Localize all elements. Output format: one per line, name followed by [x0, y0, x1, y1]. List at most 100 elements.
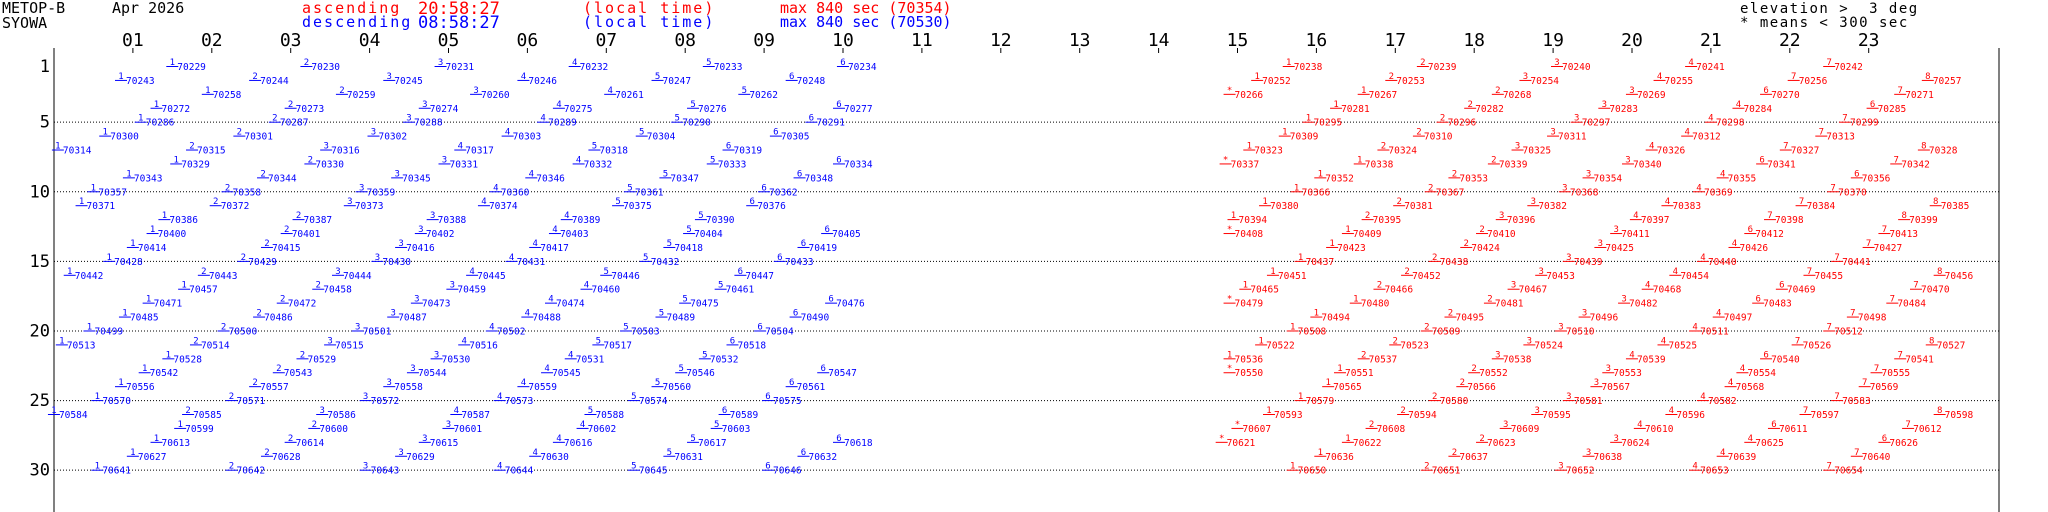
- pass-number: 6: [761, 183, 766, 193]
- orbit-number: 70572: [371, 396, 400, 407]
- orbit-number: 70513: [67, 340, 96, 351]
- pass-number: 1: [130, 448, 135, 458]
- pass-number: 3: [1499, 211, 1504, 221]
- orbit-number: 70617: [698, 438, 727, 449]
- descending-pass-mark: 3 70615: [418, 434, 458, 449]
- pass-number: 1: [1314, 309, 1319, 319]
- descending-pass-mark: 3 70501: [351, 322, 392, 337]
- ascending-pass-mark: 2 70310: [1412, 128, 1453, 143]
- pass-number: 4: [489, 322, 494, 332]
- pass-number: 5: [655, 378, 660, 388]
- ascending-pass-mark: 7 70313: [1815, 128, 1855, 143]
- orbit-number: 70242: [1834, 62, 1863, 73]
- pass-number: 4: [1716, 309, 1721, 319]
- orbit-number: 70389: [572, 215, 601, 226]
- ascending-pass-mark: * 70337: [1219, 155, 1259, 170]
- descending-pass-mark: 3 70402: [414, 225, 454, 240]
- pass-number: 3: [1621, 295, 1626, 305]
- pass-number: 4: [1684, 128, 1689, 138]
- pass-number: 3: [1566, 392, 1571, 402]
- pass-number: 5: [710, 155, 715, 165]
- orbit-number: 70309: [1290, 132, 1319, 143]
- descending-pass-mark: 5 70446: [600, 267, 640, 282]
- ascending-pass-mark: 2 70594: [1397, 406, 1437, 421]
- orbit-number: 70532: [710, 354, 739, 365]
- pass-number: 6: [1870, 100, 1875, 110]
- pass-number: 1: [138, 114, 143, 124]
- orbit-number: 70331: [450, 159, 479, 170]
- ascending-pass-mark: 4 70397: [1629, 211, 1669, 226]
- orbit-number: 70584: [59, 410, 88, 421]
- orbit-number: 70411: [1621, 229, 1650, 240]
- descending-pass-mark: 4 70587: [450, 406, 490, 421]
- orbit-number: 70596: [1676, 410, 1705, 421]
- pass-number: 6: [1763, 86, 1768, 96]
- pass-number: 4: [1720, 169, 1725, 179]
- orbit-number: 70342: [1901, 159, 1930, 170]
- orbit-number: 70641: [102, 466, 131, 477]
- ascending-pass-mark: 1 70380: [1259, 197, 1299, 212]
- orbit-number: 70357: [98, 187, 127, 198]
- pass-number: 2: [280, 295, 285, 305]
- pass-number: 1: [126, 169, 131, 179]
- orbit-number: 70313: [1826, 132, 1855, 143]
- ascending-pass-mark: 1 70522: [1255, 336, 1295, 351]
- ascending-pass-mark: 8 70456: [1933, 267, 1974, 282]
- ascending-pass-mark: 1 70465: [1239, 281, 1279, 296]
- ascending-pass-mark: 3 70482: [1618, 295, 1658, 310]
- orbit-number: 70358: [233, 187, 262, 198]
- orbit-number: 70324: [1388, 146, 1417, 157]
- orbit-number: 70583: [1842, 396, 1871, 407]
- orbit-number: 70246: [528, 76, 557, 87]
- pass-number: 7: [1834, 253, 1839, 263]
- descending-pass-mark: 4 70232: [568, 58, 608, 73]
- pass-number: 2: [288, 434, 293, 444]
- pass-number: 4: [580, 420, 585, 430]
- orbit-number: 70609: [1511, 424, 1540, 435]
- orbit-number: 70612: [1913, 424, 1942, 435]
- orbit-number: 70328: [1929, 146, 1958, 157]
- pass-number: 6: [836, 155, 841, 165]
- pass-number: 6: [801, 239, 806, 249]
- descending-pass-mark: 1 70457: [178, 281, 218, 296]
- pass-number: 6: [789, 378, 794, 388]
- ascending-pass-mark: 3 70368: [1558, 183, 1599, 198]
- pass-number: 2: [185, 406, 190, 416]
- orbit-number: 70356: [1862, 173, 1891, 184]
- orbit-number: 70523: [1400, 340, 1429, 351]
- pass-number: 4: [1629, 350, 1634, 360]
- ascending-pass-mark: 8 70598: [1933, 406, 1974, 421]
- descending-pass-mark: 5 70617: [687, 434, 727, 449]
- pass-number: 1: [1333, 100, 1338, 110]
- pass-number: 2: [1404, 267, 1409, 277]
- pass-number: 1: [1345, 225, 1350, 235]
- pass-number: 1: [162, 211, 167, 221]
- descending-pass-mark: 1 70243: [115, 72, 155, 87]
- orbit-number: 70512: [1834, 326, 1863, 337]
- pass-number: 1: [142, 364, 147, 374]
- orbit-number: 70369: [1704, 187, 1733, 198]
- pass-number: 1: [79, 197, 84, 207]
- orbit-number: 70375: [623, 201, 652, 212]
- orbit-number: 70610: [1645, 424, 1674, 435]
- orbit-number: 70498: [1858, 313, 1887, 324]
- orbit-number: 70277: [844, 104, 873, 115]
- descending-pass-mark: 6 70376: [746, 197, 786, 212]
- pass-number: 5: [742, 86, 747, 96]
- ascending-pass-mark: 3 70254: [1519, 72, 1559, 87]
- x-tick-label: 10: [832, 30, 854, 51]
- descending-pass-mark: 6 70518: [726, 336, 766, 351]
- pass-number: 3: [375, 253, 380, 263]
- pass-number: 7: [1826, 58, 1831, 68]
- orbit-number: 70388: [438, 215, 467, 226]
- orbit-number: 70289: [548, 118, 577, 129]
- orbit-number: 70581: [1574, 396, 1603, 407]
- pass-number: 4: [552, 225, 557, 235]
- ascending-pass-mark: 4 70625: [1744, 434, 1784, 449]
- descending-pass-mark: 2 70415: [260, 239, 301, 254]
- orbit-number: 70585: [193, 410, 222, 421]
- orbit-number: 70291: [816, 118, 845, 129]
- pass-number: 3: [1558, 462, 1563, 472]
- ascending-pass-mark: 1 70451: [1266, 267, 1307, 282]
- ascending-pass-mark: 6 70626: [1878, 434, 1918, 449]
